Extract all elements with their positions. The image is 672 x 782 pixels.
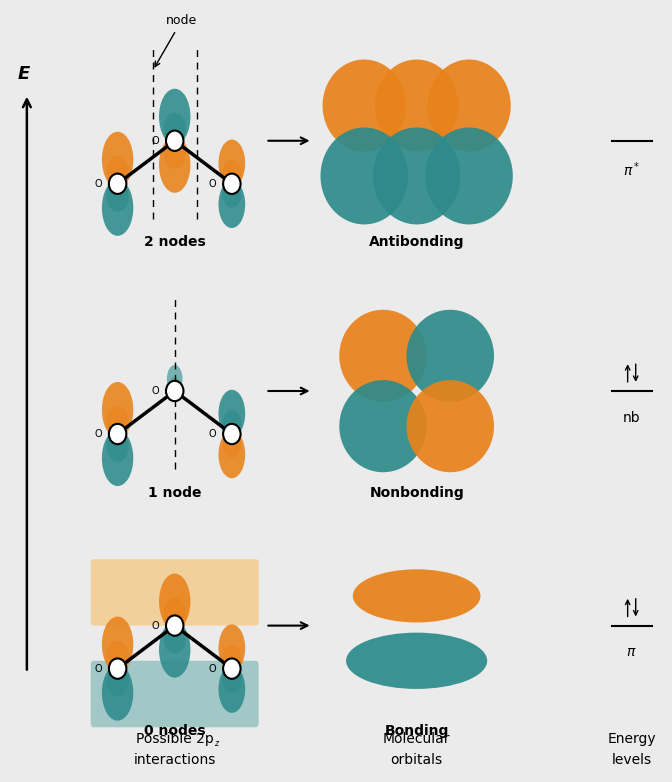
Ellipse shape (222, 645, 241, 670)
Ellipse shape (159, 137, 190, 193)
Ellipse shape (106, 432, 128, 462)
Text: levels: levels (612, 753, 652, 767)
Text: O: O (208, 429, 216, 439)
Ellipse shape (353, 569, 480, 622)
Circle shape (109, 174, 126, 194)
Ellipse shape (427, 59, 511, 152)
Ellipse shape (106, 181, 128, 212)
Text: node: node (155, 14, 197, 66)
Ellipse shape (106, 406, 128, 436)
Ellipse shape (222, 667, 241, 692)
Text: O: O (208, 664, 216, 673)
Text: Possible 2p: Possible 2p (136, 732, 214, 746)
Text: Bonding: Bonding (384, 724, 449, 738)
Ellipse shape (222, 160, 241, 185)
Text: O: O (151, 621, 159, 630)
Ellipse shape (218, 139, 245, 187)
Ellipse shape (106, 666, 128, 697)
Ellipse shape (425, 127, 513, 224)
Ellipse shape (222, 182, 241, 207)
Ellipse shape (407, 310, 494, 402)
Text: Antibonding: Antibonding (369, 235, 464, 249)
Ellipse shape (339, 310, 427, 402)
Circle shape (166, 131, 183, 151)
Text: 2 nodes: 2 nodes (144, 235, 206, 249)
Text: O: O (151, 386, 159, 396)
Text: orbitals: orbitals (390, 753, 443, 767)
Ellipse shape (321, 127, 408, 224)
Text: Nonbonding: Nonbonding (370, 486, 464, 500)
Text: $\pi$: $\pi$ (626, 645, 637, 659)
Circle shape (223, 424, 241, 444)
Ellipse shape (164, 138, 185, 169)
Ellipse shape (346, 633, 487, 689)
Circle shape (166, 381, 183, 401)
Text: $_z$: $_z$ (214, 740, 220, 749)
Text: O: O (151, 136, 159, 145)
FancyBboxPatch shape (91, 559, 259, 626)
Ellipse shape (169, 377, 180, 392)
Ellipse shape (218, 389, 245, 437)
Ellipse shape (106, 640, 128, 671)
Text: O: O (94, 179, 102, 188)
Circle shape (109, 658, 126, 679)
Text: nb: nb (623, 411, 640, 425)
Text: 1 node: 1 node (148, 486, 202, 500)
Ellipse shape (222, 411, 241, 436)
Ellipse shape (164, 623, 185, 654)
Text: Energy: Energy (607, 732, 656, 746)
Ellipse shape (218, 665, 245, 713)
Ellipse shape (222, 432, 241, 457)
Ellipse shape (407, 380, 494, 472)
Ellipse shape (102, 131, 133, 188)
Text: $\pi^*$: $\pi^*$ (623, 160, 640, 179)
Ellipse shape (375, 59, 458, 152)
Text: E: E (17, 65, 30, 84)
Ellipse shape (339, 380, 427, 472)
Ellipse shape (164, 597, 185, 628)
Ellipse shape (167, 365, 183, 393)
Ellipse shape (106, 156, 128, 186)
Ellipse shape (159, 622, 190, 678)
Circle shape (109, 424, 126, 444)
Circle shape (166, 615, 183, 636)
Ellipse shape (218, 624, 245, 672)
Ellipse shape (218, 431, 245, 479)
Text: 0 nodes: 0 nodes (144, 724, 206, 738)
Circle shape (223, 174, 241, 194)
Ellipse shape (102, 382, 133, 438)
Ellipse shape (373, 127, 460, 224)
Text: interactions: interactions (134, 753, 216, 767)
Ellipse shape (102, 430, 133, 486)
Ellipse shape (159, 573, 190, 630)
Ellipse shape (218, 181, 245, 228)
Text: O: O (94, 664, 102, 673)
Text: O: O (94, 429, 102, 439)
Ellipse shape (323, 59, 406, 152)
Ellipse shape (164, 113, 185, 143)
Text: Molecular: Molecular (383, 732, 450, 746)
Text: O: O (208, 179, 216, 188)
Circle shape (223, 658, 241, 679)
FancyBboxPatch shape (91, 661, 259, 727)
Ellipse shape (159, 88, 190, 145)
Ellipse shape (102, 665, 133, 721)
Ellipse shape (102, 616, 133, 673)
Ellipse shape (102, 180, 133, 236)
